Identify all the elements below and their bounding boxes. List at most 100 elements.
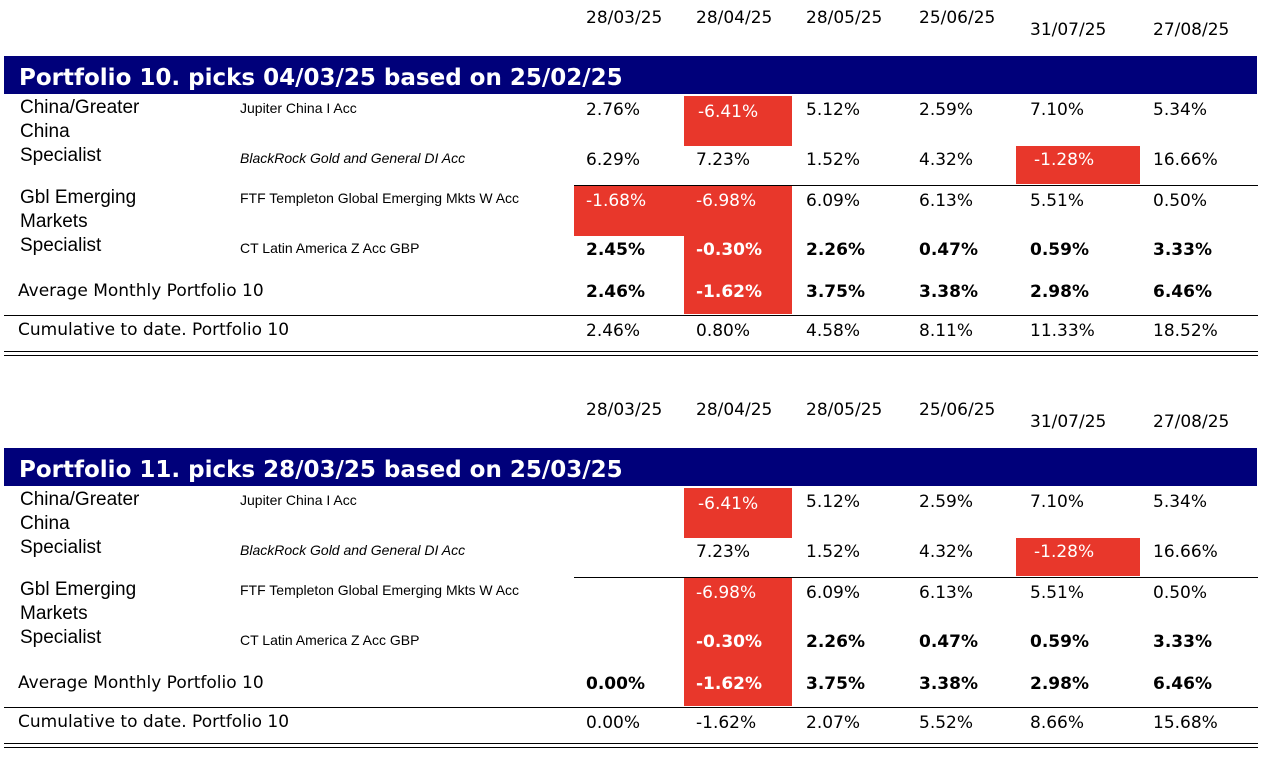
date-header: 27/08/25 [1153, 20, 1230, 40]
fund-name: Jupiter China I Acc [240, 100, 357, 116]
date-header: 25/06/25 [919, 400, 996, 420]
value-cell: 1.52% [806, 150, 861, 170]
average-value: 3.38% [919, 674, 978, 694]
double-rule [4, 355, 1258, 356]
cumulative-value: 8.11% [919, 321, 974, 341]
cumulative-value: 2.07% [806, 713, 861, 733]
sector-line: Specialist [20, 145, 102, 166]
cumulative-value: 0.00% [586, 713, 641, 733]
cumulative-label: Cumulative to date. Portfolio 10 [18, 712, 290, 732]
value-cell: 0.47% [919, 240, 978, 260]
average-value: -1.62% [696, 674, 763, 694]
negative-value-cell: -1.28% [1016, 538, 1140, 576]
fund-name: FTF Templeton Global Emerging Mkts W Acc [240, 582, 520, 598]
fund-name: CT Latin America Z Acc GBP [240, 240, 420, 256]
sector-line: China/Greater [20, 97, 140, 118]
value-cell: 7.10% [1030, 492, 1085, 512]
negative-value-cell: -0.30% [684, 628, 792, 706]
fund-name: Jupiter China I Acc [240, 492, 357, 508]
date-header: 28/05/25 [806, 400, 883, 420]
value-cell: 7.23% [696, 150, 751, 170]
date-header: 31/07/25 [1030, 412, 1107, 432]
cumulative-value: 11.33% [1030, 321, 1095, 341]
portfolio-title-banner: Portfolio 11. picks 28/03/25 based on 25… [4, 448, 1257, 486]
value-cell: 16.66% [1153, 542, 1218, 562]
value-cell: 7.23% [696, 542, 751, 562]
value-cell: 16.66% [1153, 150, 1218, 170]
value-cell: 2.59% [919, 100, 974, 120]
value-cell: 2.26% [806, 632, 865, 652]
fund-name: FTF Templeton Global Emerging Mkts W Acc [240, 190, 520, 206]
value-cell: 2.76% [586, 100, 641, 120]
cumulative-value: 4.58% [806, 321, 861, 341]
cumulative-value: 2.46% [586, 321, 641, 341]
sector-label: China/Greater China Specialist [20, 96, 139, 168]
average-label: Average Monthly Portfolio 10 [18, 673, 264, 693]
value-cell: 7.10% [1030, 100, 1085, 120]
row-divider [574, 577, 1258, 578]
value-cell: 5.12% [806, 100, 861, 120]
sector-line: Markets [20, 603, 88, 624]
double-rule [4, 747, 1258, 748]
sector-line: China [20, 121, 70, 142]
date-header: 28/05/25 [806, 8, 883, 28]
sector-line: Gbl Emerging [20, 187, 137, 208]
average-value: 6.46% [1153, 674, 1212, 694]
negative-value-cell: -6.98% [684, 578, 792, 628]
sector-line: Specialist [20, 537, 102, 558]
value-cell: 6.13% [919, 583, 974, 603]
value-cell: 2.59% [919, 492, 974, 512]
average-label: Average Monthly Portfolio 10 [18, 281, 264, 301]
value-cell: 5.34% [1153, 492, 1208, 512]
date-header: 28/03/25 [586, 400, 663, 420]
value-cell: 6.29% [586, 150, 641, 170]
value-cell: 4.32% [919, 542, 974, 562]
cumulative-value: -1.62% [696, 713, 757, 733]
average-value: 3.38% [919, 282, 978, 302]
sector-line: Markets [20, 211, 88, 232]
value-cell: 4.32% [919, 150, 974, 170]
fund-name: BlackRock Gold and General DI Acc [240, 150, 466, 166]
fund-name: BlackRock Gold and General DI Acc [240, 542, 466, 558]
double-rule [4, 351, 1258, 352]
cumulative-value: 0.80% [696, 321, 751, 341]
value-cell: 5.12% [806, 492, 861, 512]
value-cell: 2.26% [806, 240, 865, 260]
sector-line: China/Greater [20, 489, 140, 510]
sector-label: Gbl Emerging Markets Specialist [20, 578, 136, 650]
sector-line: Gbl Emerging [20, 579, 137, 600]
value-cell: 0.47% [919, 632, 978, 652]
date-header: 28/04/25 [696, 400, 773, 420]
negative-value-cell: -1.62% [684, 666, 792, 706]
value-cell: 0.50% [1153, 191, 1208, 211]
row-divider [4, 707, 1258, 708]
sector-line: China [20, 513, 70, 534]
value-cell: 0.59% [1030, 632, 1089, 652]
value-cell: 6.09% [806, 191, 861, 211]
fund-name: CT Latin America Z Acc GBP [240, 632, 420, 648]
value-cell: 5.34% [1153, 100, 1208, 120]
negative-value-cell: -1.68% [574, 186, 684, 236]
average-value: 2.46% [586, 282, 645, 302]
value-cell: 6.13% [919, 191, 974, 211]
cumulative-value: 5.52% [919, 713, 974, 733]
negative-value-cell: -6.41% [684, 96, 792, 146]
date-header: 28/03/25 [586, 8, 663, 28]
portfolio-title-banner: Portfolio 10. picks 04/03/25 based on 25… [4, 56, 1257, 94]
sector-line: Specialist [20, 235, 102, 256]
double-rule [4, 743, 1258, 744]
negative-value-cell: -6.41% [684, 488, 792, 538]
sector-label: Gbl Emerging Markets Specialist [20, 186, 136, 258]
date-header: 28/04/25 [696, 8, 773, 28]
negative-value-cell: -6.98% [684, 186, 792, 236]
sector-line: Specialist [20, 627, 102, 648]
average-value: 2.98% [1030, 674, 1089, 694]
value-cell: 3.33% [1153, 240, 1212, 260]
row-divider [574, 185, 1258, 186]
negative-value-cell: -0.30% [684, 236, 792, 314]
value-cell: 6.09% [806, 583, 861, 603]
sector-label: China/Greater China Specialist [20, 488, 139, 560]
value-cell: 3.33% [1153, 632, 1212, 652]
value-cell: 5.51% [1030, 191, 1085, 211]
cumulative-value: 18.52% [1153, 321, 1218, 341]
